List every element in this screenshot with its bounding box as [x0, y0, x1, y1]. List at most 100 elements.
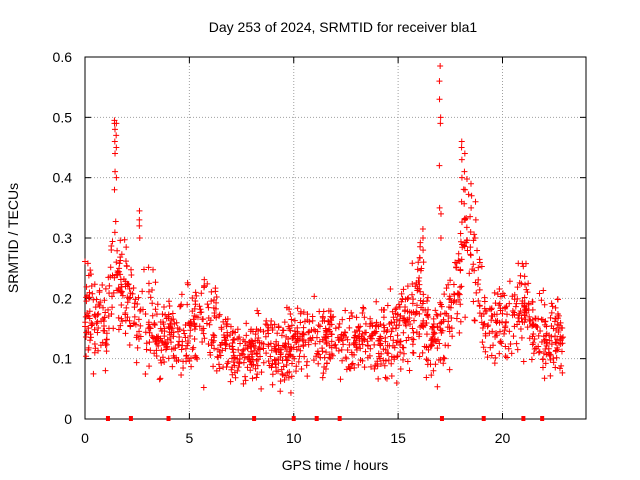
data-point [446, 296, 453, 303]
data-point [367, 345, 374, 352]
data-point [554, 336, 561, 343]
data-point [538, 316, 545, 323]
data-point [283, 348, 290, 355]
data-point [145, 264, 152, 271]
data-point [87, 271, 94, 278]
data-point [377, 333, 384, 340]
data-point [242, 377, 249, 384]
data-point [493, 311, 500, 318]
data-point [443, 285, 450, 292]
data-point [382, 374, 389, 381]
data-point [180, 364, 187, 371]
data-point [456, 329, 463, 336]
data-point [244, 364, 251, 371]
data-point [134, 344, 141, 351]
data-point [189, 308, 196, 315]
data-point [489, 328, 496, 335]
data-point [461, 168, 468, 175]
data-point [227, 323, 234, 330]
data-point [505, 345, 512, 352]
data-point [187, 327, 194, 334]
data-point [380, 306, 387, 313]
data-point [440, 354, 447, 361]
data-point [166, 303, 173, 310]
data-point [404, 358, 411, 365]
data-point [560, 334, 567, 341]
data-point [228, 366, 235, 373]
zero-marker [439, 416, 444, 421]
data-point [392, 306, 399, 313]
data-point [367, 315, 374, 322]
data-point [113, 120, 120, 127]
data-point [502, 343, 509, 350]
data-point [83, 283, 90, 290]
data-point [142, 329, 149, 336]
data-point [208, 342, 215, 349]
data-point [281, 319, 288, 326]
data-point [92, 304, 99, 311]
data-point [240, 336, 247, 343]
data-point [359, 341, 366, 348]
data-point [84, 260, 91, 267]
data-points [82, 63, 567, 396]
data-point [264, 322, 271, 329]
data-point [497, 307, 504, 314]
data-point [441, 355, 448, 362]
data-point [352, 339, 359, 346]
data-point [211, 345, 218, 352]
data-point [424, 298, 431, 305]
data-point [424, 294, 431, 301]
data-point [117, 257, 124, 264]
data-point [529, 341, 536, 348]
data-point [458, 283, 465, 290]
data-point [94, 329, 101, 336]
data-point [516, 318, 523, 325]
data-point [118, 283, 125, 290]
data-point [416, 333, 423, 340]
data-point [283, 356, 290, 363]
data-point [225, 358, 232, 365]
data-point [214, 353, 221, 360]
data-point [357, 356, 364, 363]
data-point [140, 266, 147, 273]
data-point [547, 356, 554, 363]
data-point [210, 363, 217, 370]
data-point [239, 347, 246, 354]
data-point [146, 339, 153, 346]
data-point [518, 334, 525, 341]
data-point [243, 332, 250, 339]
data-point [248, 337, 255, 344]
data-point [456, 258, 463, 265]
data-point [514, 346, 521, 353]
data-point [118, 281, 125, 288]
data-point [198, 290, 205, 297]
data-point [502, 305, 509, 312]
y-tick-label: 0.4 [53, 170, 73, 186]
data-point [315, 360, 322, 367]
data-point [467, 180, 474, 187]
data-point [430, 321, 437, 328]
data-point [241, 354, 248, 361]
data-point [152, 279, 159, 286]
data-point [548, 322, 555, 329]
data-point [497, 339, 504, 346]
data-point [163, 340, 170, 347]
data-point [127, 323, 134, 330]
data-point [552, 339, 559, 346]
data-point [287, 389, 294, 396]
data-point [436, 340, 443, 347]
data-point [387, 285, 394, 292]
data-point [321, 334, 328, 341]
data-point [463, 237, 470, 244]
data-point [145, 280, 152, 287]
data-point [283, 362, 290, 369]
data-point [131, 313, 138, 320]
data-point [295, 358, 302, 365]
data-point [219, 347, 226, 354]
data-point [517, 272, 524, 279]
data-point [467, 213, 474, 220]
data-point [496, 328, 503, 335]
data-point [512, 303, 519, 310]
data-point [488, 317, 495, 324]
data-point [482, 348, 489, 355]
